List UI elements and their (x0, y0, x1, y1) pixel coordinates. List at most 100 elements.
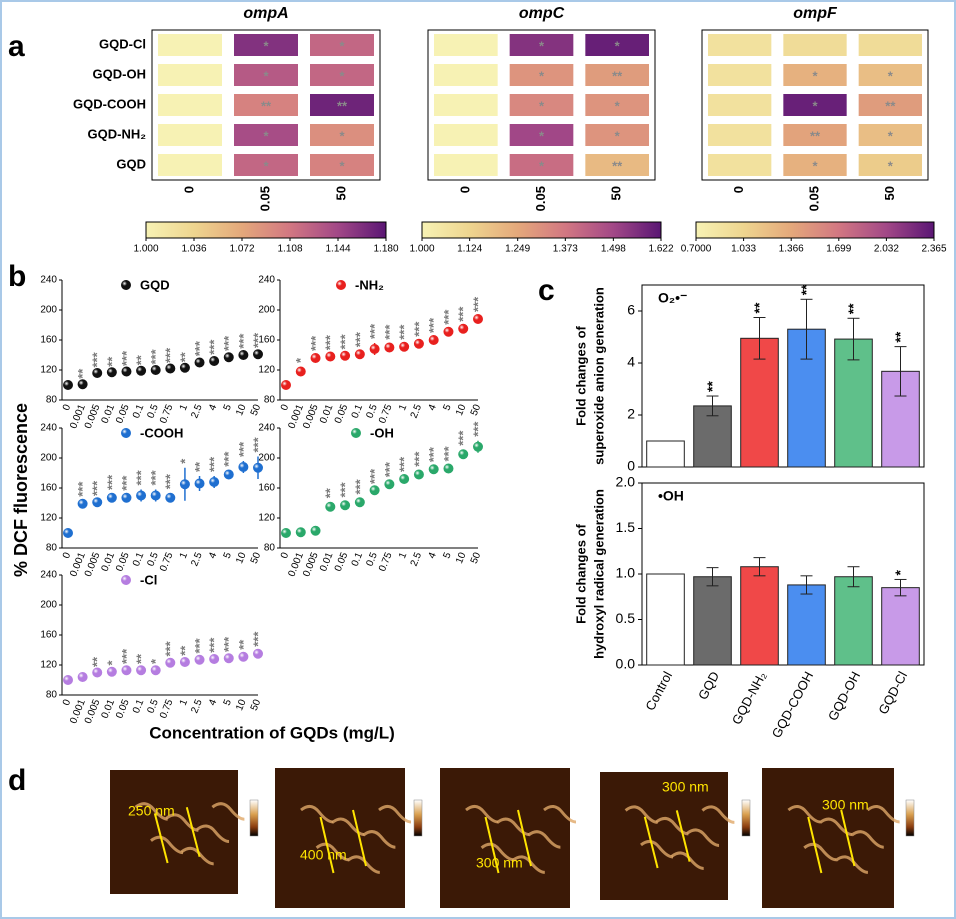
significance: *** (456, 306, 471, 322)
panel-label: a (8, 30, 25, 63)
heatmap-cell (234, 94, 298, 116)
significance: * (339, 68, 345, 83)
afm-feature (543, 805, 577, 824)
heatmap-cell (434, 64, 498, 86)
heatmap-cell (434, 124, 498, 146)
column-label: 50 (609, 186, 624, 200)
data-point (209, 654, 220, 664)
heatmap-title: ompA (243, 5, 288, 22)
heatmap-cell (708, 34, 772, 56)
data-point (179, 657, 190, 667)
heatmap-cell (783, 64, 847, 86)
heatmap-cell (783, 34, 847, 56)
y-tick-label: 0.5 (616, 610, 636, 626)
y-tick-label: 80 (46, 395, 58, 406)
significance: ** (810, 128, 821, 143)
x-tick-label: 0.5 (146, 403, 162, 420)
afm-feature (465, 805, 499, 824)
afm-feature (624, 805, 658, 824)
significance: ** (704, 381, 720, 392)
colorbar-tick-label: 1.000 (133, 244, 158, 255)
significance: ** (323, 487, 338, 498)
measure-line (484, 816, 500, 874)
x-tick-label: 5 (222, 403, 234, 413)
heatmap-cell (585, 124, 649, 146)
measure-line (153, 813, 169, 864)
significance: * (615, 128, 621, 143)
x-tick-label: 10 (454, 551, 469, 566)
x-tick-label: 0.5 (146, 698, 162, 715)
annotation: O₂•⁻ (658, 290, 687, 306)
legend-label: -NH₂ (355, 277, 384, 292)
heatmap-cell (158, 64, 222, 86)
significance: ** (261, 98, 272, 113)
significance: *** (397, 456, 412, 472)
data-point (223, 469, 234, 480)
heatmap-cell (434, 154, 498, 176)
bar (834, 338, 873, 468)
x-tick-label: 5 (222, 698, 234, 708)
afm-image (440, 768, 570, 908)
data-point (223, 352, 234, 363)
afm-feature (165, 813, 199, 832)
significance: *** (207, 456, 222, 472)
significance: *** (456, 430, 471, 446)
data-point (77, 379, 88, 390)
y-axis-label: superoxide anion generation (591, 287, 606, 465)
data-point (179, 362, 190, 373)
data-point (369, 344, 380, 354)
colorbar (145, 221, 387, 239)
data-point (92, 368, 103, 378)
heatmap-cell (310, 124, 374, 146)
x-tick-label: 50 (249, 403, 264, 418)
colorbar-tick-label: 1.622 (648, 244, 673, 255)
y-axis-label: Fold changes of (573, 325, 588, 425)
data-point (179, 479, 190, 490)
significance: *** (236, 441, 251, 457)
measure-line (352, 809, 367, 867)
heatmap-cell (509, 64, 574, 86)
data-point (165, 657, 176, 668)
heatmap-cell (708, 124, 772, 146)
colorbar-tick-label: 1.124 (457, 244, 482, 255)
data-point (443, 463, 454, 474)
legend-marker (336, 280, 346, 290)
significance: *** (163, 347, 178, 363)
data-point (473, 441, 483, 452)
data-point (310, 353, 321, 363)
colorbar-tick-label: 1.144 (325, 244, 350, 255)
significance: *** (75, 481, 90, 497)
heatmap-cell (858, 34, 922, 56)
data-point (63, 380, 73, 390)
data-point (253, 349, 263, 360)
data-point (63, 528, 73, 538)
y-tick-label: 160 (40, 630, 57, 641)
significance: ** (751, 302, 767, 313)
x-tick-label: 10 (234, 551, 249, 566)
afm-feature (378, 805, 412, 824)
afm-feature (496, 817, 530, 837)
x-tick-label: 0.5 (364, 403, 380, 420)
bar (740, 337, 779, 468)
significance: * (539, 38, 545, 53)
data-point (281, 528, 291, 538)
data-point (354, 349, 365, 360)
significance: ** (90, 656, 105, 667)
x-tick-label: 50 (249, 698, 264, 713)
significance: ** (798, 284, 814, 295)
significance: *** (148, 348, 163, 364)
y-tick-label: 200 (40, 453, 57, 464)
colorbar-tick-label: 1.072 (229, 244, 254, 255)
heatmap-cell (708, 154, 772, 176)
colorbar-tick-label: 2.032 (874, 244, 899, 255)
significance: *** (163, 473, 178, 489)
significance: *** (411, 451, 426, 467)
column-label: 0 (181, 186, 196, 193)
data-point (150, 490, 161, 501)
x-tick-label: 0 (61, 698, 73, 708)
scale-label: 250 nm (128, 803, 175, 819)
colorbar-tick-label: 1.000 (409, 244, 434, 255)
data-point (253, 462, 263, 473)
x-tick-label: 50 (249, 551, 264, 566)
afm-feature (300, 805, 334, 824)
